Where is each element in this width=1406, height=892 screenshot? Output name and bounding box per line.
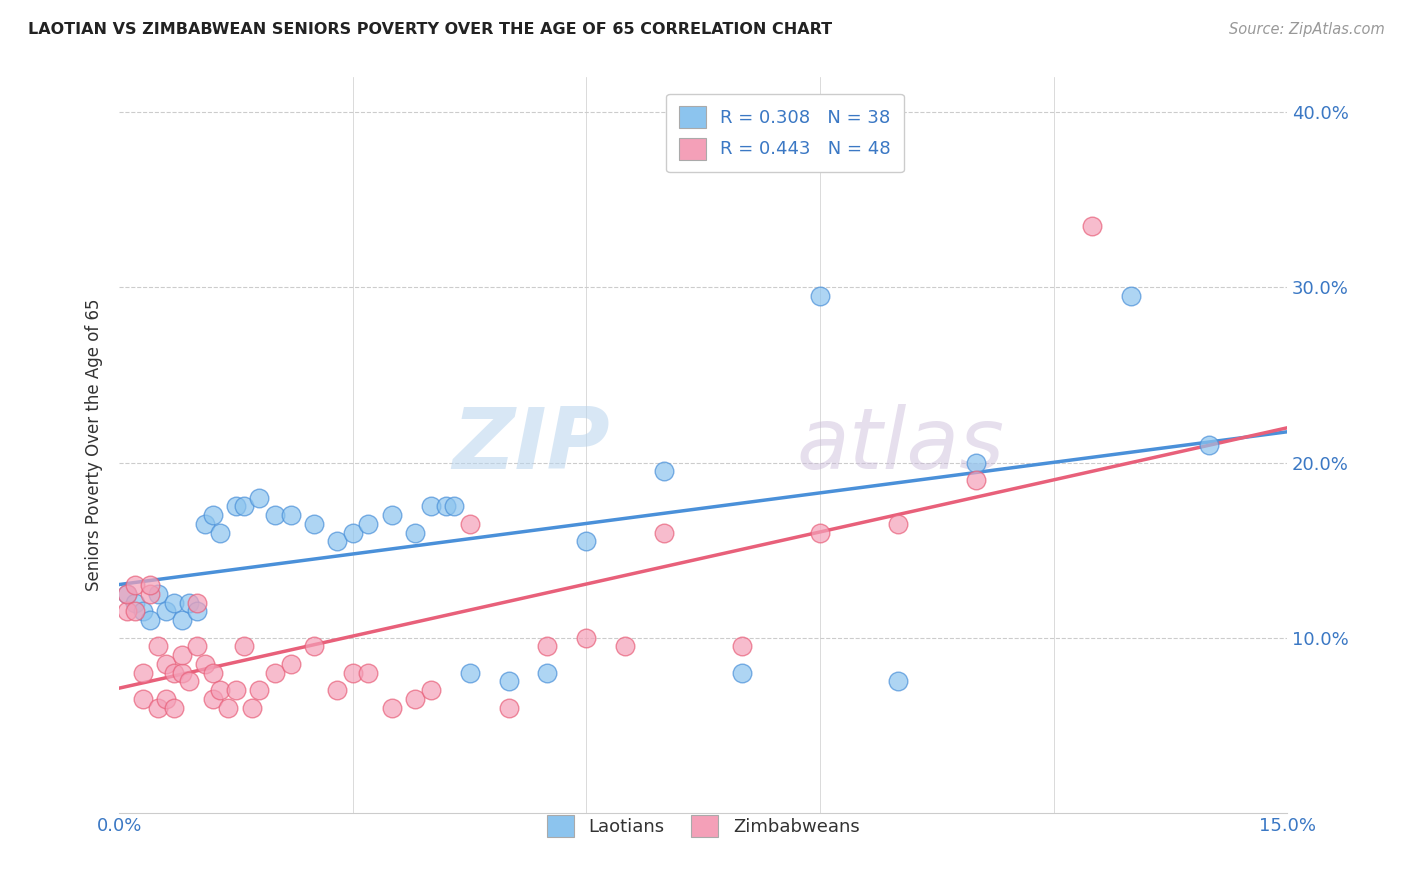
Point (575, 631, 598, 645)
Point (419, 683, 441, 698)
Point (170, 648, 193, 662)
Point (302, 640, 325, 654)
Point (186, 595, 208, 609)
Point (264, 665, 287, 680)
Text: atlas: atlas (797, 403, 1005, 486)
Point (731, 640, 754, 654)
Point (652, 464, 675, 478)
Point (249, 683, 271, 698)
Point (179, 674, 201, 689)
Point (443, 500, 465, 514)
Point (131, 691, 153, 706)
Point (209, 683, 232, 698)
Point (887, 674, 910, 689)
Point (232, 500, 254, 514)
Point (614, 640, 637, 654)
Point (965, 456, 987, 470)
Point (139, 578, 162, 592)
Point (498, 700, 520, 714)
Point (124, 578, 146, 592)
Point (155, 604, 177, 618)
Point (326, 683, 349, 698)
Point (148, 587, 170, 601)
Text: LAOTIAN VS ZIMBABWEAN SENIORS POVERTY OVER THE AGE OF 65 CORRELATION CHART: LAOTIAN VS ZIMBABWEAN SENIORS POVERTY OV… (28, 22, 832, 37)
Point (170, 665, 193, 680)
Text: Source: ZipAtlas.com: Source: ZipAtlas.com (1229, 22, 1385, 37)
Point (194, 516, 217, 531)
Point (419, 500, 441, 514)
Point (808, 289, 831, 303)
Point (326, 534, 349, 549)
Point (201, 508, 224, 522)
Point (201, 665, 224, 680)
Point (302, 516, 325, 531)
Point (139, 613, 162, 627)
Point (131, 604, 153, 618)
Point (458, 665, 481, 680)
Point (575, 534, 598, 549)
Point (232, 640, 254, 654)
Point (1081, 219, 1104, 234)
Point (434, 500, 457, 514)
Point (280, 657, 302, 671)
Point (381, 508, 404, 522)
Point (225, 683, 247, 698)
Point (139, 587, 162, 601)
Point (808, 525, 831, 540)
Point (148, 700, 170, 714)
Point (163, 700, 186, 714)
Point (131, 665, 153, 680)
Point (1198, 438, 1220, 452)
Point (148, 640, 170, 654)
Point (163, 595, 186, 609)
Point (731, 665, 754, 680)
Point (124, 595, 146, 609)
Point (652, 525, 675, 540)
Y-axis label: Seniors Poverty Over the Age of 65: Seniors Poverty Over the Age of 65 (86, 299, 103, 591)
Point (225, 500, 247, 514)
Point (186, 640, 208, 654)
Point (124, 604, 146, 618)
Point (342, 525, 364, 540)
Point (209, 525, 232, 540)
Point (887, 516, 910, 531)
Point (357, 665, 380, 680)
Legend: Laotians, Zimbabweans: Laotians, Zimbabweans (540, 807, 868, 844)
Point (404, 691, 426, 706)
Point (498, 674, 520, 689)
Point (965, 473, 987, 487)
Point (115, 587, 138, 601)
Point (201, 691, 224, 706)
Point (217, 700, 239, 714)
Point (264, 508, 287, 522)
Text: ZIP: ZIP (453, 403, 610, 486)
Point (240, 700, 263, 714)
Point (115, 604, 138, 618)
Point (342, 665, 364, 680)
Point (194, 657, 217, 671)
Point (163, 665, 186, 680)
Point (536, 640, 558, 654)
Point (186, 604, 208, 618)
Point (115, 587, 138, 601)
Point (179, 595, 201, 609)
Point (458, 516, 481, 531)
Point (155, 657, 177, 671)
Point (1121, 289, 1143, 303)
Point (357, 516, 380, 531)
Point (404, 525, 426, 540)
Point (155, 691, 177, 706)
Point (249, 491, 271, 505)
Point (280, 508, 302, 522)
Point (170, 613, 193, 627)
Point (381, 700, 404, 714)
Point (536, 665, 558, 680)
